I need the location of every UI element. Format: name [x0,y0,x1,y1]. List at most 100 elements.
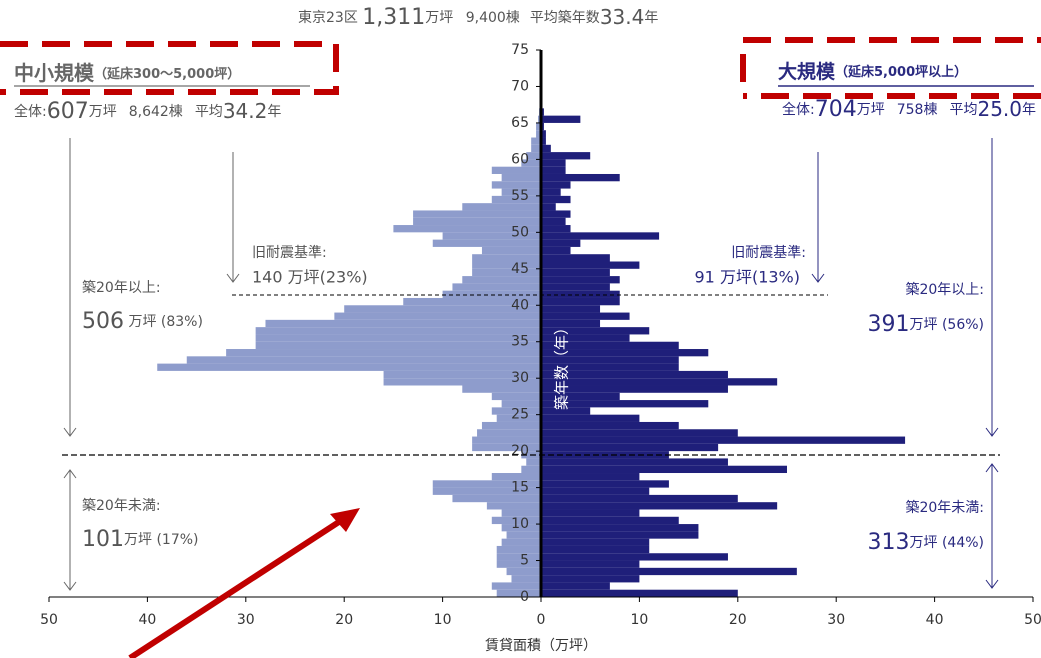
x-tick-label: 0 [537,612,546,628]
bar [501,509,541,517]
bar [541,567,797,576]
pointer-arrow-head [330,508,360,532]
left-year: 年 [267,104,281,120]
bar [541,370,728,379]
header-buildings: 9,400棟 [466,10,520,26]
right-note: （延床5,000坪以上） [835,64,967,80]
bar [541,385,728,393]
bars [157,108,906,597]
bar [541,225,571,233]
right-avg-label: 平均 [949,102,977,118]
bar [481,246,541,255]
y-tick-label: 55 [511,188,529,204]
x-tick-label: 40 [138,612,156,628]
annotation-unit: 万坪 (83%) [128,314,203,330]
bar [432,239,541,247]
right-all: 全体: [782,101,815,118]
y-tick-label: 15 [511,480,529,496]
y-tick-label: 75 [511,42,529,58]
bar [541,458,728,466]
arrows [63,138,240,591]
bar [432,487,541,495]
annotation: 313万坪 (44%) [868,530,985,555]
bar [462,385,541,393]
bar [541,553,728,561]
header-area: 東京23区 [298,10,358,26]
bar [526,152,541,160]
y-tick-label: 45 [511,261,529,277]
bar [344,305,541,313]
bar [531,137,541,145]
y-tick-label: 40 [511,297,529,313]
left-all: 全体: [14,103,47,120]
x-axis-title: 賃貸面積（万坪） [485,638,597,654]
header-avg-label: 平均築年数 [530,10,600,26]
y-tick-label: 30 [511,370,529,386]
bar [413,210,541,218]
y-tick-label: 50 [511,224,529,240]
bar [541,305,601,313]
bar [491,516,541,525]
bar [541,130,546,138]
y-tick-label: 0 [520,589,529,605]
annotation-value: 101 [82,527,124,552]
bar [541,137,546,145]
left-buildings: 8,642棟 [129,104,183,120]
bar [531,144,541,153]
y-tick-label: 25 [511,407,529,423]
bar [491,473,541,481]
bar [541,589,738,597]
axes: 0 10 10 20 20 30 30 40 40 50 50 0 5 10 15 20 25 30 35 40 45 5… [40,42,1041,628]
bar [496,589,541,597]
bar [541,239,581,247]
bar [541,246,571,255]
bar [383,378,541,386]
bar [541,115,581,123]
bar [472,268,541,277]
y-tick-label: 20 [511,443,529,459]
bar [521,465,541,474]
bar [501,173,541,182]
bar [541,276,620,284]
right-unit: 万坪 [857,102,885,118]
header-unit: 万坪 [425,10,453,26]
highlight-box [0,41,339,95]
bar [491,392,541,401]
x-tick-label: 30 [237,612,255,628]
bar [452,283,541,291]
bar [472,443,541,452]
bar [536,122,541,131]
bar [541,319,601,328]
x-tick-label: 20 [729,612,747,628]
x-tick-label: 30 [827,612,845,628]
bar [541,531,699,539]
annotation: 101万坪 (17%) [82,527,199,552]
bar [255,334,541,342]
bar [541,334,630,342]
bar [452,494,541,503]
bar [541,582,610,590]
bar [541,254,610,262]
left-avg: 34.2 [223,99,268,123]
bar [491,407,541,415]
bar [462,203,541,211]
bar [541,144,551,153]
bar [541,421,679,430]
bar [511,575,541,583]
bar [541,173,620,182]
bar [541,378,778,386]
bar [496,560,541,568]
left-name: 中小規模 [14,61,95,85]
right-total: 704 [815,97,857,122]
bar [501,188,541,196]
annotation-unit: 万坪 (17%) [124,532,199,548]
x-tick-label: 10 [434,612,452,628]
bar [541,152,591,160]
highlight-box [740,37,1041,99]
bar [541,203,556,211]
bar [526,458,541,466]
bar [541,392,620,401]
bar [541,480,669,488]
bar [334,312,541,320]
bar [383,370,541,379]
